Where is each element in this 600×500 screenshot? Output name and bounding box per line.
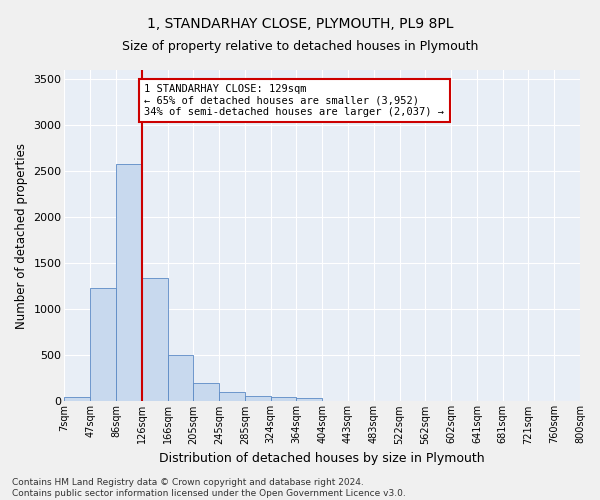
Bar: [296, 398, 322, 402]
Bar: [90, 288, 116, 402]
Bar: [271, 397, 296, 402]
Text: 1, STANDARHAY CLOSE, PLYMOUTH, PL9 8PL: 1, STANDARHAY CLOSE, PLYMOUTH, PL9 8PL: [147, 18, 453, 32]
X-axis label: Distribution of detached houses by size in Plymouth: Distribution of detached houses by size …: [160, 452, 485, 465]
Bar: [193, 384, 219, 402]
Text: Size of property relative to detached houses in Plymouth: Size of property relative to detached ho…: [122, 40, 478, 53]
Bar: [64, 397, 90, 402]
Text: Contains HM Land Registry data © Crown copyright and database right 2024.
Contai: Contains HM Land Registry data © Crown c…: [12, 478, 406, 498]
Bar: [245, 396, 271, 402]
Bar: [142, 278, 167, 402]
Y-axis label: Number of detached properties: Number of detached properties: [15, 142, 28, 328]
Bar: [219, 392, 245, 402]
Bar: [116, 164, 142, 402]
Text: 1 STANDARHAY CLOSE: 129sqm
← 65% of detached houses are smaller (3,952)
34% of s: 1 STANDARHAY CLOSE: 129sqm ← 65% of deta…: [145, 84, 445, 117]
Bar: [167, 356, 193, 402]
